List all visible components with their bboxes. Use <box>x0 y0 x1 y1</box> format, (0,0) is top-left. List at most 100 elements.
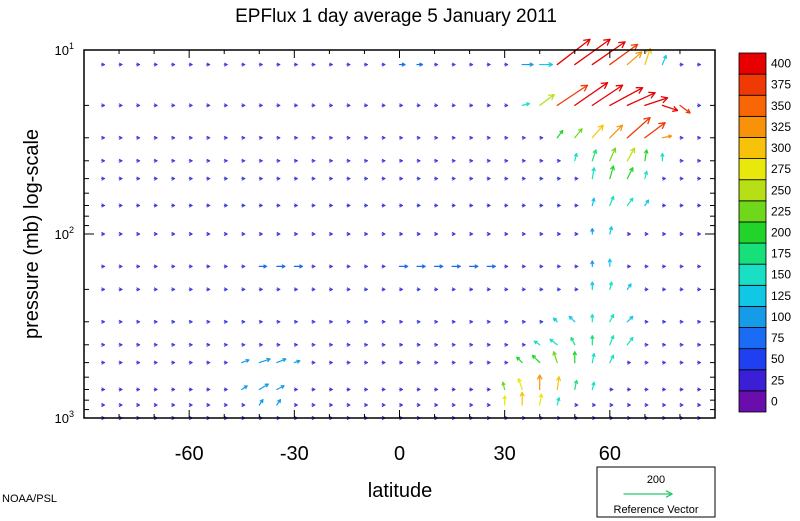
flux-vector <box>346 62 351 67</box>
flux-vector <box>206 231 211 237</box>
flux-vector <box>328 319 333 324</box>
flux-vector <box>153 231 158 237</box>
flux-vector <box>451 387 456 392</box>
flux-vector <box>241 342 246 347</box>
flux-vector <box>276 264 286 269</box>
flux-vector <box>539 176 544 181</box>
flux-vector <box>609 147 617 162</box>
flux-vector <box>696 158 701 163</box>
flux-vector <box>399 402 403 408</box>
flux-vector <box>206 135 211 140</box>
flux-vector <box>591 402 596 408</box>
flux-vector <box>552 351 558 364</box>
flux-vector <box>118 103 123 108</box>
flux-vector <box>118 158 123 163</box>
flux-vector <box>241 203 246 208</box>
flux-vector <box>486 387 491 392</box>
flux-vector <box>590 335 595 346</box>
flux-vector <box>609 313 615 323</box>
flux-vector <box>399 319 403 324</box>
reference-vector-arrow <box>623 490 673 498</box>
flux-vector <box>311 158 316 163</box>
flux-vector <box>696 402 701 408</box>
flux-vector <box>521 176 526 181</box>
flux-vector <box>136 62 141 67</box>
flux-vector <box>451 360 456 365</box>
flux-vector <box>381 176 386 181</box>
flux-vector <box>644 231 649 237</box>
flux-vector <box>328 231 333 237</box>
flux-vector <box>258 103 263 108</box>
flux-vector <box>644 199 650 207</box>
flux-vector <box>136 342 141 347</box>
flux-vector <box>679 62 684 67</box>
flux-vector <box>504 342 509 347</box>
flux-vector <box>363 203 368 208</box>
flux-vector <box>328 103 333 108</box>
flux-vector <box>328 62 333 67</box>
flux-vector <box>399 231 403 237</box>
flux-vector <box>539 158 544 163</box>
flux-vector <box>363 402 368 408</box>
flux-vector <box>504 158 509 163</box>
flux-vector <box>626 167 634 180</box>
flux-vector <box>363 158 368 163</box>
footer-credit: NOAA/PSL <box>2 493 58 505</box>
colorbar-label: 400 <box>771 57 791 71</box>
flux-vector <box>644 287 649 292</box>
flux-vector <box>556 176 561 181</box>
flux-vector <box>328 360 333 365</box>
flux-vector <box>398 264 409 269</box>
flux-vector <box>626 336 634 346</box>
flux-vector <box>521 102 530 107</box>
flux-vector <box>276 135 281 140</box>
flux-vector <box>591 124 604 139</box>
flux-vector <box>521 135 526 140</box>
flux-vector <box>626 283 632 290</box>
flux-vector <box>469 231 474 237</box>
flux-vector <box>206 342 211 347</box>
flux-vector <box>626 197 634 207</box>
flux-vector <box>153 360 158 365</box>
flux-vector <box>504 135 509 140</box>
flux-vector <box>241 264 246 269</box>
flux-vector <box>451 402 456 408</box>
flux-vector <box>486 158 491 163</box>
flux-vector <box>311 264 316 269</box>
flux-vector <box>136 402 141 408</box>
flux-vector <box>521 319 526 324</box>
colorbar-swatch <box>738 242 767 265</box>
flux-vector <box>539 231 544 237</box>
flux-vector <box>486 203 491 208</box>
flux-vector <box>416 264 426 269</box>
flux-vector <box>381 360 386 365</box>
flux-vector <box>206 319 211 324</box>
colorbar-swatch <box>738 158 767 181</box>
flux-vector <box>363 231 368 237</box>
flux-vector <box>188 203 193 208</box>
flux-vector <box>118 62 123 67</box>
flux-vector <box>276 231 281 237</box>
flux-vector <box>293 135 298 140</box>
flux-vector <box>346 203 351 208</box>
flux-vector <box>241 402 246 408</box>
flux-vector <box>136 287 141 292</box>
flux-vector <box>469 264 479 269</box>
flux-vector <box>118 203 123 208</box>
flux-vector <box>451 342 456 347</box>
flux-vector <box>223 203 228 208</box>
flux-vector <box>556 129 564 139</box>
flux-vector <box>293 402 298 408</box>
flux-vector <box>399 387 403 392</box>
reference-vector-label: Reference Vector <box>614 504 699 516</box>
flux-vector <box>346 158 351 163</box>
vector-field <box>101 38 701 421</box>
flux-vector <box>276 399 282 406</box>
flux-vector <box>574 128 583 139</box>
flux-vector <box>223 231 228 237</box>
flux-vector <box>609 195 615 207</box>
flux-vector <box>504 203 509 208</box>
flux-vector <box>311 103 316 108</box>
flux-vector <box>293 176 298 181</box>
flux-vector <box>626 315 634 323</box>
